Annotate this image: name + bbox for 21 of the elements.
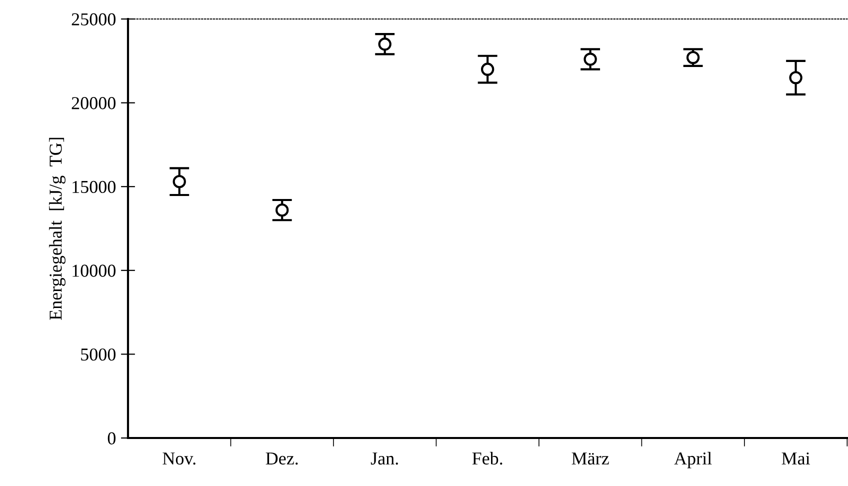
point [789, 71, 802, 84]
x-tick-label: März [572, 452, 609, 465]
x-tick-label: Dez. [266, 452, 298, 465]
y-tick-label: 15000 [72, 180, 116, 194]
y-tick-label: 5000 [81, 348, 116, 361]
point [480, 62, 494, 76]
x-tick-label: Feb. [472, 452, 502, 465]
point [276, 203, 289, 217]
point [686, 50, 700, 64]
x-tick-label: Jan. [370, 452, 398, 465]
x-tick-label: Nov. [162, 452, 196, 465]
y-tick-label: 25000 [72, 13, 116, 26]
point [172, 174, 186, 188]
point [584, 52, 597, 66]
y-tick-label: 0 [108, 432, 116, 444]
y-tick-label: 10000 [72, 264, 116, 277]
point [378, 38, 392, 51]
x-tick-label: April [674, 452, 712, 468]
y-tick-label: 20000 [72, 97, 116, 110]
y-axis-title: Energiegehalt [kJ/g TG] [49, 138, 66, 320]
x-tick-label: Mai [782, 452, 810, 465]
